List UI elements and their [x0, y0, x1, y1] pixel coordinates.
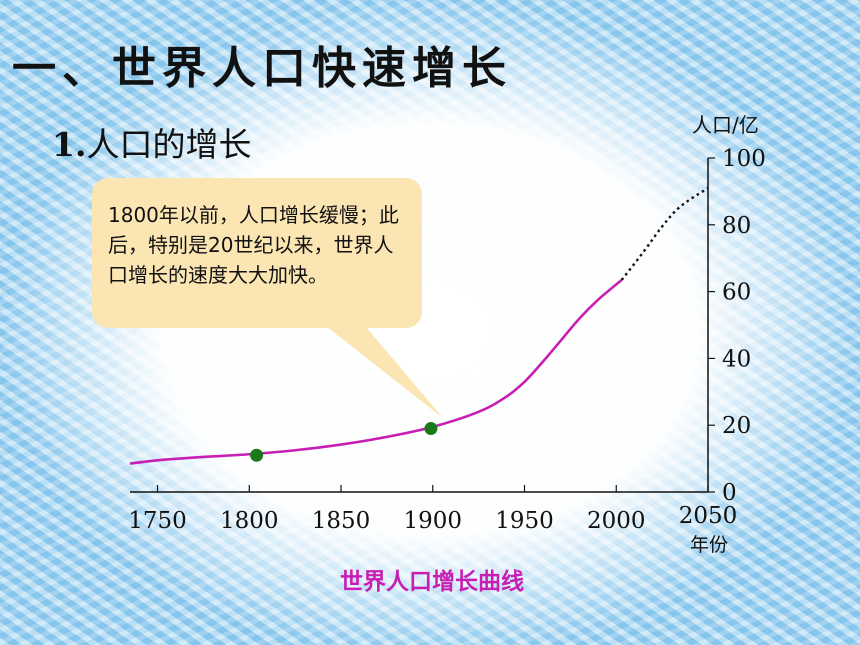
- x-tick-label: 2000: [587, 508, 646, 534]
- x-tick-label: 1950: [495, 508, 554, 534]
- callout-text: 1800年以前，人口增长缓慢；此后，特别是20世纪以来，世界人口增长的速度大大加…: [108, 203, 399, 287]
- sub-title: 1.人口的增长: [52, 118, 251, 166]
- x-tick-label: 2050: [679, 503, 738, 529]
- population-line: [129, 278, 623, 465]
- y-tick-label: 20: [722, 413, 751, 439]
- y-tick-label: 80: [722, 213, 751, 239]
- chart-axes: [130, 157, 715, 493]
- x-tick-label: 1750: [128, 508, 187, 534]
- y-axis-label: 人口/亿: [692, 113, 759, 137]
- y-tick-label: 40: [722, 346, 751, 372]
- sub-title-text: 人口的增长: [86, 125, 252, 164]
- x-axis-label: 年份: [690, 534, 728, 556]
- data-marker: [250, 448, 264, 462]
- chart-markers: [250, 422, 438, 462]
- y-tick-label: 60: [722, 280, 751, 306]
- chart-caption: 世界人口增长曲线: [340, 569, 524, 595]
- x-tick-label: 1850: [312, 508, 371, 534]
- sub-title-number: 1.: [52, 125, 87, 164]
- y-tick-label: 100: [722, 146, 766, 172]
- callout-pointer: [318, 320, 443, 418]
- callout-bubble: [92, 178, 422, 328]
- x-tick-label: 1900: [403, 508, 462, 534]
- main-title: 一、世界人口快速增长: [12, 43, 512, 94]
- y-tick-label: 0: [722, 480, 737, 506]
- projection-line: [620, 187, 709, 281]
- chart-caption-wrap: 世界人口增长曲线: [0, 562, 860, 596]
- chart-lines: [129, 187, 709, 465]
- x-tick-label: 1800: [220, 508, 279, 534]
- data-marker: [424, 422, 438, 436]
